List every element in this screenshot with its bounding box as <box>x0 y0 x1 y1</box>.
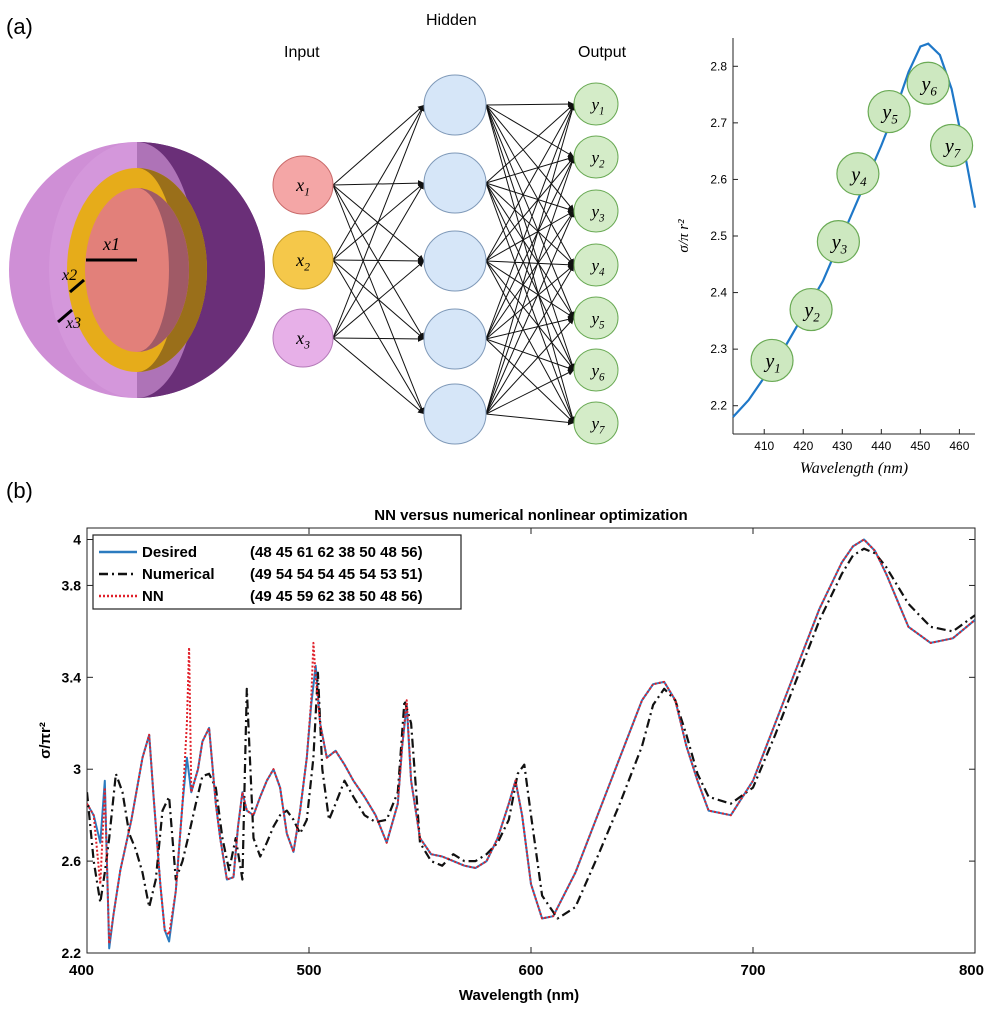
spectrum-chart-b: NN versus numerical nonlinear optimizati… <box>37 507 984 1004</box>
input-node-label-x3: x3 <box>295 328 310 352</box>
chart-a-marker-y2 <box>789 287 833 332</box>
output-node-y2 <box>573 135 619 179</box>
layer-title-output: Output <box>578 44 627 61</box>
chart-b-ytick-label: 4 <box>73 531 81 547</box>
chart-a-marker-y5 <box>867 89 911 134</box>
chart-a-marker-label-y4: y4 <box>849 164 867 189</box>
network-edges <box>332 101 576 426</box>
chart-a-marker-label-y1: y1 <box>763 350 780 375</box>
chart-a-xtick-label: 440 <box>871 439 891 453</box>
legend-label-nn: NN <box>142 588 164 605</box>
chart-a-xtick-label: 450 <box>910 439 930 453</box>
chart-a-marker-y4 <box>836 152 880 196</box>
input-node-x3 <box>272 308 334 368</box>
hidden-node <box>423 74 487 136</box>
chart-a-xtick-label: 420 <box>793 439 813 453</box>
legend-values-nn: (49 45 59 62 38 50 48 56) <box>250 588 423 605</box>
output-node-label-y2: y2 <box>589 148 605 170</box>
chart-a-marker-y3 <box>816 220 860 264</box>
panel-b-label: (b) <box>6 478 33 503</box>
chart-b-ytick-label: 3.4 <box>62 669 82 685</box>
output-node-label-y6: y6 <box>589 361 605 383</box>
hidden-node <box>423 230 487 292</box>
chart-a-ytick-label: 2.2 <box>710 399 727 413</box>
output-node-y4 <box>573 243 619 287</box>
chart-a-ytick-label: 2.7 <box>710 116 727 130</box>
spectrum-chart-a: 2.2 2.3 2.4 2.5 2.6 2.7 2.8 410 420 430 440 450 460 y… <box>676 38 977 477</box>
chart-a-marker-label-y6: y6 <box>919 73 937 98</box>
chart-b-xlabel: Wavelength (nm) <box>459 987 579 1004</box>
input-node-x2 <box>272 230 334 290</box>
output-node-y1 <box>573 82 619 126</box>
chart-a-ytick-label: 2.4 <box>710 286 727 300</box>
chart-b-xtick-label: 400 <box>69 962 94 979</box>
chart-b-ytick-label: 2.6 <box>62 853 82 869</box>
legend-values-desired: (48 45 61 62 38 50 48 56) <box>250 544 423 561</box>
layer-title-input: Input <box>284 44 320 61</box>
chart-b-xtick-label: 800 <box>959 962 984 979</box>
input-node-x1 <box>272 155 334 215</box>
chart-b-xtick-label: 700 <box>740 962 765 979</box>
neural-network: x1 x2 x3 y1 y2 y3 y4 y5 y6 y7 <box>272 74 619 445</box>
panel-a-label: (a) <box>6 14 33 39</box>
output-node-y5 <box>573 296 619 340</box>
output-node-label-y4: y4 <box>589 256 605 278</box>
chart-b-ytick-label: 2.2 <box>62 945 82 961</box>
output-node-y7 <box>573 401 619 445</box>
output-node-label-y1: y1 <box>589 95 604 117</box>
sphere-label-x2: x2 <box>61 267 77 284</box>
chart-b-title: NN versus numerical nonlinear optimizati… <box>374 507 687 524</box>
input-node-label-x1: x1 <box>295 175 310 199</box>
chart-a-xlabel: Wavelength (nm) <box>800 460 908 477</box>
sphere-label-x3: x3 <box>65 315 81 332</box>
chart-a-ylabel: σ/π r² <box>676 219 692 253</box>
chart-a-marker-y7 <box>929 123 974 168</box>
legend-label-desired: Desired <box>142 544 197 561</box>
chart-a-marker-y1 <box>750 338 794 383</box>
hidden-node <box>423 383 487 445</box>
input-node-label-x2: x2 <box>295 250 310 274</box>
core <box>85 188 189 352</box>
chart-b-ytick-label: 3 <box>73 761 81 777</box>
output-node-label-y5: y5 <box>589 309 605 331</box>
core-shell-sphere <box>9 142 265 398</box>
legend-values-numerical: (49 54 54 54 45 54 53 51) <box>250 566 423 583</box>
chart-a-xtick-label: 430 <box>832 439 852 453</box>
chart-b-xtick-label: 500 <box>296 962 321 979</box>
layer-title-hidden: Hidden <box>426 12 477 29</box>
chart-a-marker-label-y3: y3 <box>830 232 848 257</box>
chart-b-ytick-label: 3.8 <box>62 577 82 593</box>
chart-a-xtick-label: 460 <box>949 439 969 453</box>
output-node-label-y7: y7 <box>589 414 605 436</box>
chart-a-xtick-label: 410 <box>754 439 774 453</box>
chart-a-ytick-label: 2.5 <box>710 229 727 243</box>
chart-a-ytick-label: 2.8 <box>710 59 727 73</box>
hidden-node <box>423 308 487 370</box>
sphere-label-x1: x1 <box>102 234 120 254</box>
chart-a-marker-label-y5: y5 <box>880 102 898 127</box>
output-node-label-y3: y3 <box>589 202 605 224</box>
chart-a-ytick-label: 2.6 <box>710 172 727 186</box>
output-node-y6 <box>573 348 619 392</box>
chart-a-marker-y6 <box>906 61 950 105</box>
legend-label-numerical: Numerical <box>142 566 215 583</box>
output-node-y3 <box>573 189 619 233</box>
chart-a-marker-label-y2: y2 <box>802 300 820 325</box>
chart-b-xtick-label: 600 <box>518 962 543 979</box>
chart-a-marker-label-y7: y7 <box>943 135 961 160</box>
chart-b-ylabel: σ/πr² <box>37 722 54 759</box>
chart-a-ytick-label: 2.3 <box>710 342 727 356</box>
chart-b-legend: Desired (48 45 61 62 38 50 48 56) Numerica… <box>92 534 462 610</box>
hidden-node <box>423 152 487 214</box>
